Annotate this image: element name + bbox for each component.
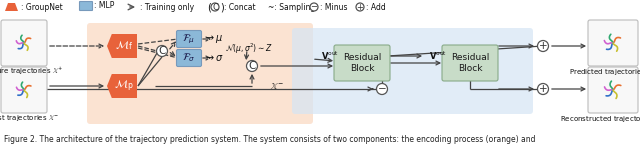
Circle shape [310,3,318,11]
FancyBboxPatch shape [1,67,47,113]
Text: Reconstructed trajectories $\hat{\mathbb{X}}^-$: Reconstructed trajectories $\hat{\mathbb… [560,113,640,125]
Text: : Concat: : Concat [224,3,255,11]
FancyBboxPatch shape [442,45,498,81]
Circle shape [376,84,387,95]
Polygon shape [5,3,18,11]
Text: (: ( [207,2,211,12]
Text: ): ) [220,2,224,12]
Text: : GroupNet: : GroupNet [21,3,63,11]
Text: −: − [378,84,387,94]
Polygon shape [107,74,137,98]
Circle shape [246,61,257,72]
FancyBboxPatch shape [177,50,202,66]
Text: : Minus: : Minus [320,3,348,11]
FancyBboxPatch shape [177,31,202,48]
Text: : Training only: : Training only [140,3,194,11]
Text: ~: Sampling: ~: Sampling [268,3,316,11]
Text: C: C [158,46,166,56]
FancyBboxPatch shape [292,28,533,114]
Text: Residual
Block: Residual Block [343,53,381,73]
Text: $\rightarrow \sigma$: $\rightarrow \sigma$ [204,53,225,63]
Text: −: − [310,3,317,11]
Text: $\mathbf{V}^\mathrm{out}$: $\mathbf{V}^\mathrm{out}$ [321,50,339,62]
Text: +: + [539,41,547,51]
Text: $\mathcal{F}_{\mu}$: $\mathcal{F}_{\mu}$ [182,32,196,46]
Text: C: C [248,61,256,71]
Text: $\mathcal{F}_{\sigma}$: $\mathcal{F}_{\sigma}$ [182,52,196,64]
Text: $\mathcal{M}_\mathrm{f}$: $\mathcal{M}_\mathrm{f}$ [115,40,133,52]
Circle shape [356,3,364,11]
Text: $\mathbb{X}^-$: $\mathbb{X}^-$ [270,81,284,91]
Text: Predicted trajectories $\hat{\mathbb{X}}^+$: Predicted trajectories $\hat{\mathbb{X}}… [569,66,640,78]
Text: : Add: : Add [366,3,386,11]
Text: Residual
Block: Residual Block [451,53,489,73]
Text: $\rightarrow \mu$: $\rightarrow \mu$ [204,33,224,45]
Circle shape [211,3,219,11]
FancyBboxPatch shape [1,20,47,66]
Text: Past trajectories $\mathbb{X}^-$: Past trajectories $\mathbb{X}^-$ [0,113,59,123]
FancyBboxPatch shape [588,67,638,113]
Polygon shape [107,34,137,58]
Text: $\mathcal{M}_\mathrm{p}$: $\mathcal{M}_\mathrm{p}$ [114,78,134,94]
FancyBboxPatch shape [588,20,638,66]
Text: +: + [356,3,364,11]
Text: C: C [212,3,218,11]
Text: +: + [539,84,547,94]
Text: : MLP: : MLP [94,2,115,11]
Text: $\mathbf{V}^\mathrm{out}$: $\mathbf{V}^\mathrm{out}$ [429,50,447,62]
Text: $\mathcal{N}(\mu,\sigma^2)\sim Z$: $\mathcal{N}(\mu,\sigma^2)\sim Z$ [225,42,273,56]
Circle shape [538,84,548,95]
FancyBboxPatch shape [79,2,93,11]
Text: Future trajectories $\mathbb{X}^+$: Future trajectories $\mathbb{X}^+$ [0,66,63,77]
Circle shape [538,40,548,51]
FancyBboxPatch shape [87,23,313,124]
FancyBboxPatch shape [334,45,390,81]
Circle shape [157,45,168,56]
Text: Figure 2. The architecture of the trajectory prediction system. The system consi: Figure 2. The architecture of the trajec… [4,135,536,143]
